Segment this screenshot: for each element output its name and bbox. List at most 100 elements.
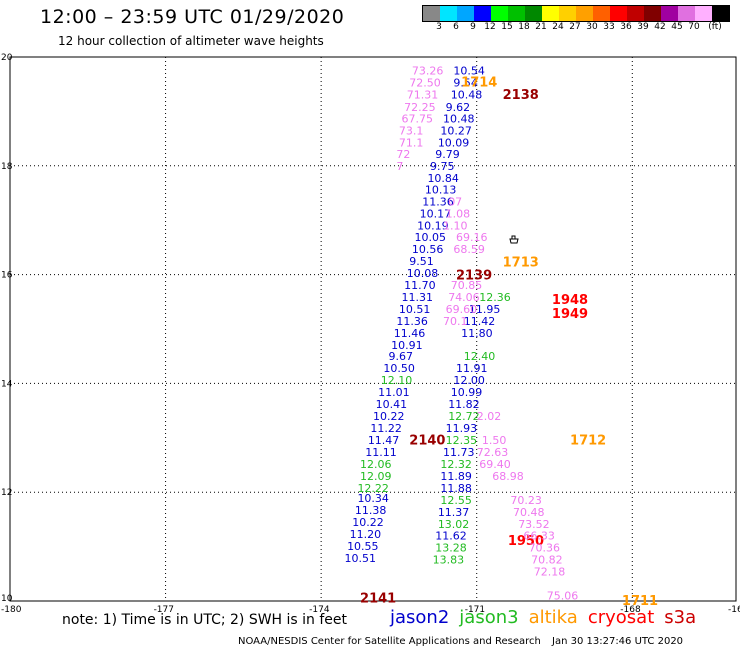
- data-label-unnamed: 74.06: [448, 291, 480, 304]
- data-label-jason2: 11.36: [396, 315, 428, 328]
- color-scale-cell: [712, 6, 729, 21]
- data-label-jason3: 13.02: [438, 518, 470, 531]
- data-label-unnamed: 69.60: [446, 303, 478, 316]
- data-label-jason2: 11.37: [438, 506, 470, 519]
- data-label-jason3: 12.06: [360, 458, 392, 471]
- data-label-jason2: 10.22: [352, 516, 384, 529]
- color-scale-label: 12: [484, 22, 496, 32]
- data-label-jason2: 11.82: [448, 398, 480, 411]
- color-scale-label: 9: [470, 22, 476, 32]
- data-label-cryosat: 1948: [552, 293, 588, 308]
- data-label-jason2: 11.22: [370, 422, 402, 435]
- x-tick-label: -180: [1, 605, 22, 615]
- y-tick-label: 20: [1, 53, 13, 63]
- data-labels: 10.549.5410.489.6210.4810.2710.099.799.7…: [344, 65, 658, 609]
- color-scale-label: 45: [671, 22, 683, 32]
- data-label-unnamed: 68.59: [453, 243, 485, 256]
- color-scale-label: 27: [569, 22, 581, 32]
- data-label-unnamed: 07: [448, 196, 462, 209]
- color-scale-cell: [457, 6, 474, 21]
- data-label-unnamed: 70.23: [510, 494, 541, 507]
- data-label-unnamed: 71.1: [399, 136, 424, 149]
- data-label-jason2: 11.38: [355, 504, 387, 517]
- data-label-altika: 1712: [570, 434, 606, 449]
- data-label-unnamed: 72.18: [534, 566, 566, 579]
- plot-border: [9, 56, 737, 602]
- data-label-jason3: 12.10: [381, 374, 413, 387]
- data-label-jason2: 11.93: [446, 422, 478, 435]
- data-label-jason3: 12.55: [440, 494, 472, 507]
- footer-note: note: 1) Time is in UTC; 2) SWH is in fe…: [62, 612, 348, 628]
- data-label-unnamed: 70.1: [443, 315, 468, 328]
- data-label-altika: 1711: [622, 594, 658, 609]
- data-label-jason2: 10.51: [344, 552, 376, 565]
- data-label-unnamed: 70.85: [451, 279, 483, 292]
- data-label-jason2: 11.46: [394, 327, 426, 340]
- ship-marker: [509, 235, 519, 244]
- data-label-jason2: 11.95: [469, 303, 501, 316]
- data-label-altika: 1714: [461, 76, 497, 91]
- color-scale-cell: [695, 6, 712, 21]
- data-label-jason2: 9.79: [435, 148, 460, 161]
- color-scale-label: 36: [620, 22, 632, 32]
- data-label-unnamed: 69.16: [456, 231, 488, 244]
- data-label-jason3: 13.28: [435, 542, 467, 555]
- data-label-jason2: 10.56: [412, 243, 444, 256]
- data-label-jason2: 9.75: [430, 160, 455, 173]
- data-label-jason2: 10.34: [357, 492, 389, 505]
- color-scale-cell: [440, 6, 457, 21]
- data-label-jason3: 12.09: [360, 470, 392, 483]
- axis-ticks: -180 -177 -174 -171 -168 -16 10 12 14 16 18 20: [1, 53, 740, 615]
- color-scale-cell: [593, 6, 610, 21]
- data-label-jason3: 12.40: [464, 350, 496, 363]
- data-label-jason2: 11.31: [402, 291, 434, 304]
- data-label-jason2: 9.67: [389, 350, 414, 363]
- data-label-jason2: 10.08: [407, 267, 439, 280]
- data-label-jason2: 10.99: [451, 386, 483, 399]
- color-scale-label: 21: [535, 22, 547, 32]
- data-label-jason2: 10.48: [451, 89, 483, 102]
- x-tick-label: -16: [728, 605, 740, 615]
- data-label-jason2: 10.41: [376, 398, 408, 411]
- data-label-unnamed: 66.33: [523, 530, 555, 543]
- data-label-jason2: 10.51: [399, 303, 431, 316]
- data-label-jason2: 11.20: [350, 528, 382, 541]
- data-label-jason2: 11.36: [422, 196, 454, 209]
- data-label-unnamed: 70.36: [529, 542, 561, 555]
- data-label-jason2: 9.62: [446, 101, 471, 114]
- color-scale-cell: [576, 6, 593, 21]
- color-scale-label: (ft): [708, 22, 722, 32]
- data-label-jason2: 10.17: [420, 208, 452, 221]
- data-label-unnamed: 72.63: [477, 446, 509, 459]
- data-label-s3a: 2141: [360, 591, 396, 606]
- x-tick-label: -171: [465, 605, 485, 615]
- color-scale-bar: [422, 5, 730, 22]
- data-label-jason2: 10.50: [383, 362, 415, 375]
- page-subtitle: 12 hour collection of altimeter wave hei…: [58, 34, 324, 48]
- data-label-unnamed: 7: [396, 160, 403, 173]
- data-label-jason2: 11.42: [464, 315, 496, 328]
- color-scale-label: 24: [552, 22, 564, 32]
- data-label-jason3: 13.83: [433, 554, 465, 567]
- data-label-jason2: 10.84: [427, 172, 459, 185]
- data-label-unnamed: 70.82: [531, 554, 563, 567]
- data-label-unnamed: 1.10: [443, 220, 468, 233]
- y-tick-label: 18: [1, 162, 13, 172]
- color-scale-label: 30: [586, 22, 598, 32]
- y-tick-label: 12: [1, 488, 12, 498]
- data-label-jason2: 10.91: [391, 339, 423, 352]
- data-label-unnamed: 73.26: [412, 65, 444, 78]
- data-label-unnamed: 71.31: [407, 89, 439, 102]
- data-label-jason2: 11.47: [368, 434, 400, 447]
- data-label-jason2: 9.54: [453, 77, 478, 90]
- x-tick-label: -168: [620, 605, 641, 615]
- legend-entry-s3a: s3a: [664, 607, 697, 628]
- data-label-jason2: 10.54: [453, 65, 485, 78]
- data-label-jason3: 12.72: [448, 410, 480, 423]
- color-scale-cell: [491, 6, 508, 21]
- color-scale-cell: [678, 6, 695, 21]
- data-label-unnamed: 1.08: [446, 208, 471, 221]
- data-label-unnamed: 75.06: [547, 590, 579, 603]
- data-label-unnamed: 69.40: [479, 458, 511, 471]
